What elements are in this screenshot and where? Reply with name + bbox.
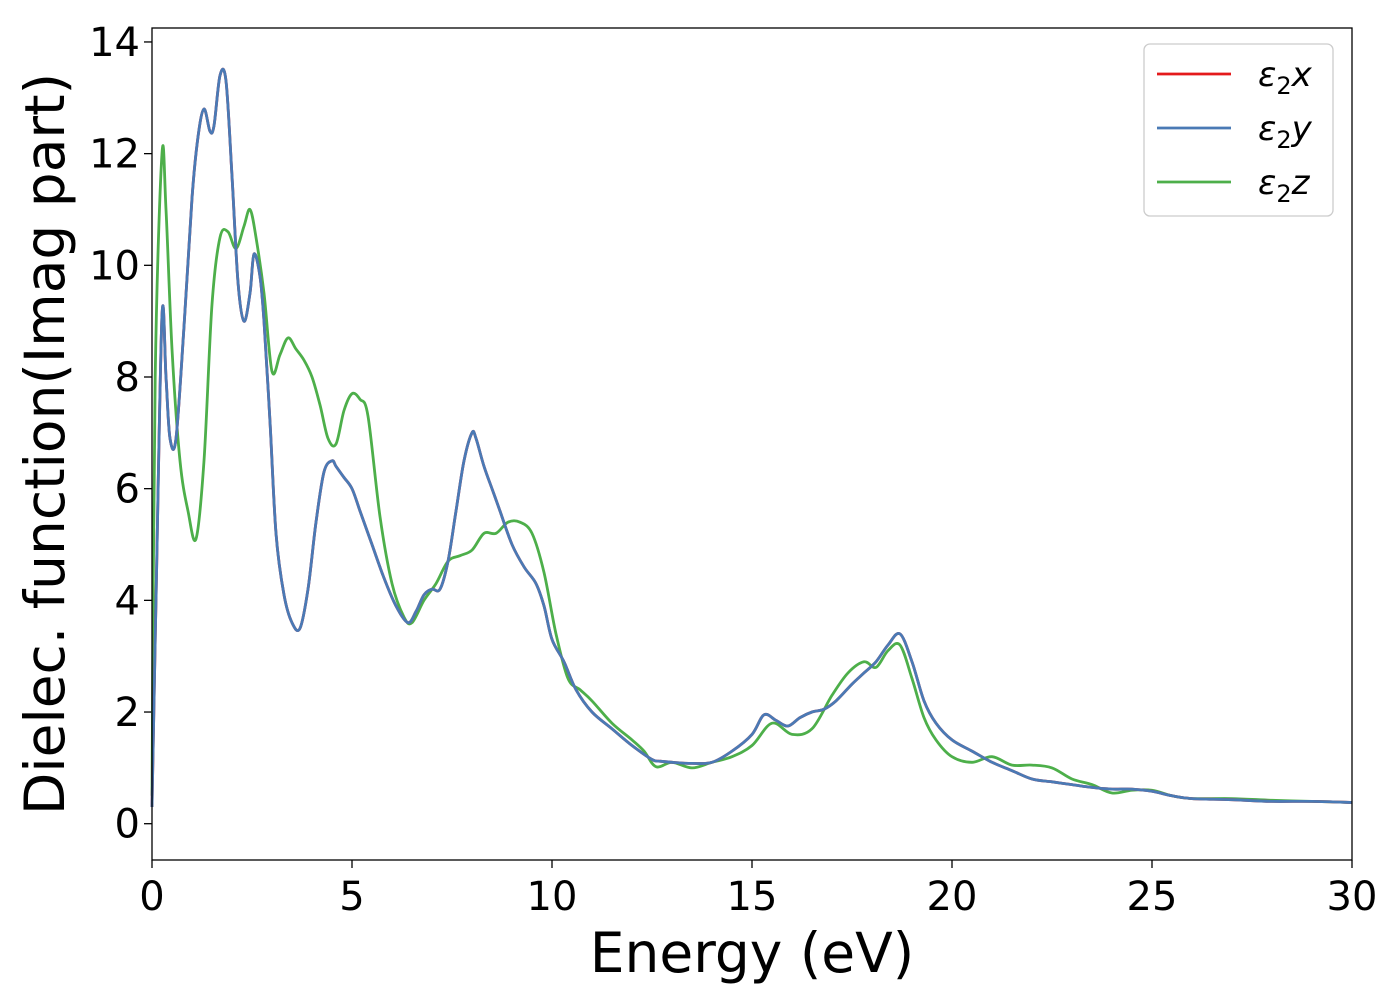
y-tick-label: 4 (115, 578, 140, 624)
legend-label: ε2x (1258, 55, 1313, 100)
x-tick-label: 15 (727, 874, 778, 920)
x-tick-label: 5 (339, 874, 364, 920)
y-axis-label: Dielec. function(Imag part) (13, 73, 77, 815)
series-line-ε2y (150, 67, 1353, 808)
x-axis-label: Energy (eV) (590, 921, 914, 985)
x-tick-label: 0 (139, 874, 164, 920)
series-line-ε2z (150, 144, 1353, 804)
legend-box (1143, 43, 1334, 217)
y-tick-label: 14 (89, 20, 140, 66)
y-tick-label: 10 (89, 243, 140, 289)
x-tick-label: 30 (1327, 874, 1378, 920)
y-tick-label: 6 (115, 467, 140, 513)
plot-frame (151, 27, 1353, 861)
y-tick-label: 2 (115, 690, 140, 736)
y-tick-label: 12 (89, 132, 140, 178)
x-tick-label: 25 (1127, 874, 1178, 920)
legend-label: ε2z (1258, 163, 1311, 208)
x-tick-label: 20 (927, 874, 978, 920)
series-layer (150, 67, 1353, 808)
legend-label: ε2y (1258, 109, 1313, 154)
tick-marks (144, 41, 1353, 868)
y-tick-label: 8 (115, 355, 140, 401)
y-tick-label: 0 (115, 802, 140, 848)
legend: ε2x ε2y ε2z (1143, 43, 1334, 217)
x-tick-label: 10 (527, 874, 578, 920)
